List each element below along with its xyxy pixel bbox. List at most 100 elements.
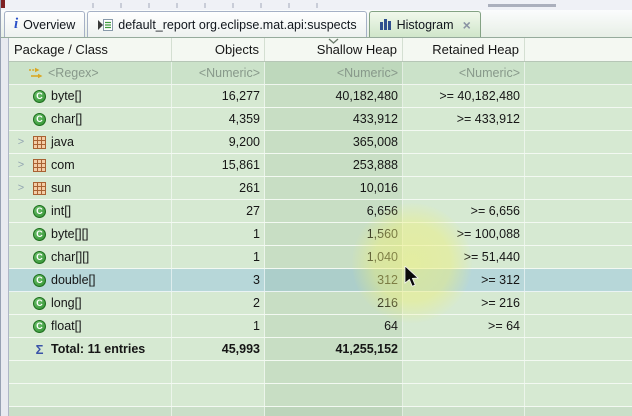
empty-cell <box>172 407 265 416</box>
histogram-icon <box>379 19 391 30</box>
shallow-heap-cell: 253,888 <box>265 154 403 176</box>
class-icon: C <box>33 296 46 310</box>
tab-histogram[interactable]: Histogram × <box>368 11 481 37</box>
column-header-filler <box>525 38 632 61</box>
table-row-sun-package[interactable]: > sun 261 10,016 <box>9 177 632 200</box>
empty-cell <box>403 361 525 383</box>
report-icon <box>98 18 114 31</box>
retained-heap-cell: >= 100,088 <box>403 223 525 245</box>
total-retained-cell <box>403 338 525 360</box>
total-objects-cell: 45,993 <box>172 338 265 360</box>
shallow-heap-cell: 6,656 <box>265 200 403 222</box>
package-icon <box>33 181 46 195</box>
objects-cell: 261 <box>172 177 265 199</box>
table-row-com-package[interactable]: > com 15,861 253,888 <box>9 154 632 177</box>
retained-heap-cell: >= 433,912 <box>403 108 525 130</box>
empty-cell <box>265 407 403 416</box>
class-label: float[] <box>51 319 82 333</box>
total-row[interactable]: Σ Total: 11 entries 45,993 41,255,152 <box>9 338 632 361</box>
package-icon <box>33 158 46 172</box>
empty-cell <box>172 361 265 383</box>
editor-tab-bar: i Overview default_report org.eclipse.ma… <box>0 10 632 38</box>
table-row-char-array-2d[interactable]: C char[][] 1 1,040 >= 51,440 <box>9 246 632 269</box>
retained-heap-cell <box>403 131 525 153</box>
shallow-heap-cell: 216 <box>265 292 403 314</box>
tab-default-report[interactable]: default_report org.eclipse.mat.api:suspe… <box>87 11 367 37</box>
class-icon: C <box>33 319 46 333</box>
info-icon: i <box>14 16 19 32</box>
retained-heap-cell: >= 312 <box>403 269 525 291</box>
tab-overview[interactable]: i Overview <box>4 11 86 37</box>
objects-cell: 1 <box>172 315 265 337</box>
filler-cell <box>525 338 632 360</box>
filter-row: <Regex> <Numeric> <Numeric> <Numeric> <box>9 62 632 85</box>
package-icon <box>33 135 46 149</box>
package-class-cell: C double[] <box>9 269 172 291</box>
class-label: char[][] <box>51 250 90 264</box>
class-label: byte[][] <box>51 227 89 241</box>
window-left-border <box>0 0 1 416</box>
expand-twistie-icon[interactable]: > <box>17 136 25 148</box>
table-row-java-package[interactable]: > java 9,200 365,008 <box>9 131 632 154</box>
filler-cell <box>525 269 632 291</box>
shallow-heap-cell: 1,560 <box>265 223 403 245</box>
table-row-char-array[interactable]: C char[] 4,359 433,912 >= 433,912 <box>9 108 632 131</box>
table-row-byte-array-2d[interactable]: C byte[][] 1 1,560 >= 100,088 <box>9 223 632 246</box>
empty-row <box>9 361 632 384</box>
filler-cell <box>525 108 632 130</box>
retained-heap-cell: >= 64 <box>403 315 525 337</box>
shallow-heap-cell: 365,008 <box>265 131 403 153</box>
objects-cell: 4,359 <box>172 108 265 130</box>
retained-heap-cell: >= 40,182,480 <box>403 85 525 107</box>
filler-cell <box>525 223 632 245</box>
package-class-cell: C char[] <box>9 108 172 130</box>
retained-heap-cell <box>403 177 525 199</box>
empty-cell <box>403 407 525 416</box>
retained-heap-cell: >= 216 <box>403 292 525 314</box>
column-header-shallow-heap[interactable]: Shallow Heap <box>265 38 403 61</box>
shallow-heap-cell: 433,912 <box>265 108 403 130</box>
package-label: java <box>51 135 74 149</box>
column-header-objects[interactable]: Objects <box>172 38 265 61</box>
expand-twistie-icon[interactable]: > <box>17 159 25 171</box>
table-row-long-array[interactable]: C long[] 2 216 >= 216 <box>9 292 632 315</box>
toolbar-red-mark <box>0 0 5 8</box>
objects-cell: 1 <box>172 223 265 245</box>
regex-filter-cell[interactable]: <Regex> <box>9 62 172 84</box>
left-gutter <box>0 38 9 416</box>
table-row-int-array[interactable]: C int[] 27 6,656 >= 6,656 <box>9 200 632 223</box>
table-row-byte-array[interactable]: C byte[] 16,277 40,182,480 >= 40,182,480 <box>9 85 632 108</box>
close-icon[interactable]: × <box>462 16 471 33</box>
shallow-filter-cell[interactable]: <Numeric> <box>265 62 403 84</box>
objects-cell: 2 <box>172 292 265 314</box>
empty-cell <box>525 361 632 383</box>
class-icon: C <box>33 89 46 103</box>
objects-cell: 1 <box>172 246 265 268</box>
total-label: Total: 11 entries <box>51 342 146 356</box>
filler-cell <box>525 200 632 222</box>
column-header-retained-heap[interactable]: Retained Heap <box>403 38 525 61</box>
class-label: double[] <box>51 273 96 287</box>
retained-heap-cell <box>403 154 525 176</box>
filler-cell <box>525 246 632 268</box>
filler-cell <box>525 292 632 314</box>
table-row-float-array[interactable]: C float[] 1 64 >= 64 <box>9 315 632 338</box>
expand-twistie-icon[interactable]: > <box>17 182 25 194</box>
empty-cell <box>9 407 172 416</box>
package-class-cell: > java <box>9 131 172 153</box>
table-row-double-array-selected[interactable]: C double[] 3 312 >= 312 <box>9 269 632 292</box>
retained-filter-cell[interactable]: <Numeric> <box>403 62 525 84</box>
total-label-cell: Σ Total: 11 entries <box>9 338 172 360</box>
package-class-cell: C float[] <box>9 315 172 337</box>
empty-cell <box>9 384 172 406</box>
column-header-package-class[interactable]: Package / Class <box>9 38 172 61</box>
empty-cell <box>525 407 632 416</box>
sort-descending-icon <box>328 38 339 44</box>
class-icon: C <box>33 250 46 264</box>
package-class-cell: C long[] <box>9 292 172 314</box>
table-header-row: Package / Class Objects Shallow Heap Ret… <box>9 38 632 62</box>
tab-label: Histogram <box>396 17 454 32</box>
objects-filter-cell[interactable]: <Numeric> <box>172 62 265 84</box>
empty-cell <box>525 384 632 406</box>
